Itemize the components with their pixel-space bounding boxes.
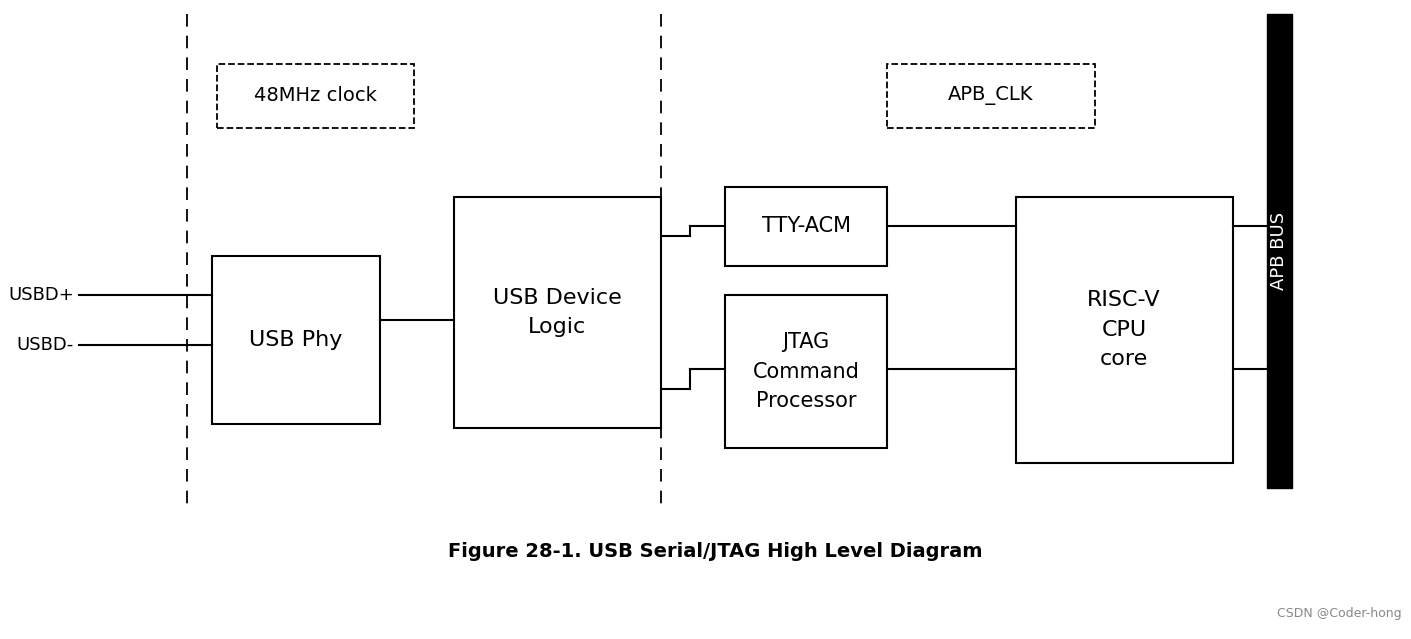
Text: USB Device
Logic: USB Device Logic: [492, 288, 622, 337]
Bar: [725, 187, 888, 266]
Text: RISC-V
CPU
core: RISC-V CPU core: [1088, 290, 1161, 369]
Bar: [1016, 197, 1233, 463]
Text: APB_CLK: APB_CLK: [948, 86, 1034, 105]
Bar: [454, 197, 660, 428]
Text: TTY-ACM: TTY-ACM: [762, 217, 851, 236]
Text: 48MHz clock: 48MHz clock: [254, 86, 377, 105]
Text: USBD+: USBD+: [8, 286, 75, 304]
Bar: [217, 64, 415, 128]
Text: Figure 28-1. USB Serial/JTAG High Level Diagram: Figure 28-1. USB Serial/JTAG High Level …: [449, 542, 982, 561]
Text: APB BUS: APB BUS: [1270, 212, 1288, 290]
Text: USB Phy: USB Phy: [250, 330, 343, 350]
Text: JTAG
Command
Processor: JTAG Command Processor: [752, 332, 859, 412]
Bar: [725, 295, 888, 448]
Bar: [212, 256, 380, 424]
Text: USBD-: USBD-: [17, 335, 75, 353]
Bar: [888, 64, 1095, 128]
Text: CSDN @Coder-hong: CSDN @Coder-hong: [1277, 606, 1401, 620]
